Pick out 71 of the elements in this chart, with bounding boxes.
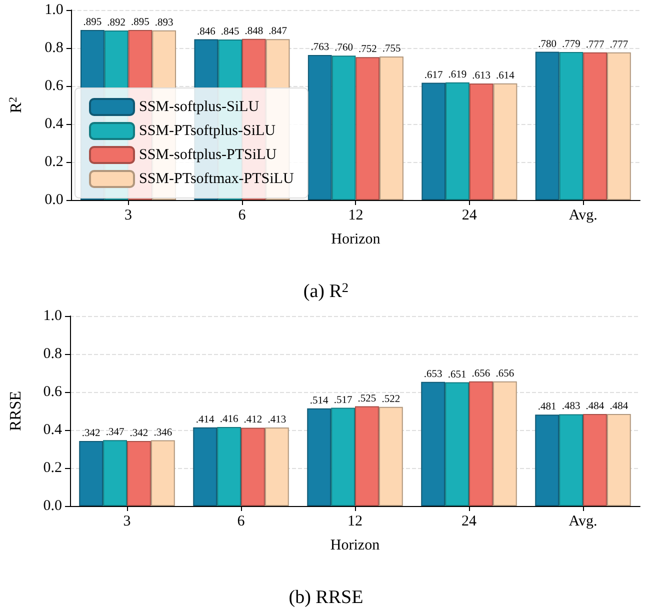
legend-label: SSM-PTsoftplus-SiLU [139,123,276,139]
data-label: .755 [382,44,401,55]
y-tick-label: 0.8 [43,346,62,362]
data-label: .779 [562,38,580,50]
data-label: .656 [496,368,514,380]
x-tick-label: 6 [238,208,246,224]
x-tick-label: 24 [462,514,477,530]
legend-label: SSM-softplus-PTSiLU [139,147,277,163]
y-tick-label: 1.0 [43,308,62,324]
y-tick-label: 0.6 [44,78,64,94]
x-tick-label: 12 [348,514,362,530]
data-label: .892 [107,18,126,29]
x-tick-label: 3 [124,208,132,224]
data-label: .777 [586,39,604,50]
data-label: .653 [424,368,442,380]
data-label: .342 [82,428,100,440]
data-label: .780 [538,38,557,50]
y-tick-label: 0.0 [44,192,64,208]
data-label: .414 [196,414,216,426]
data-label: .412 [244,414,262,426]
y-tick-label: 0.6 [43,384,62,400]
data-label: .893 [154,17,174,28]
data-label: .656 [472,368,490,380]
x-tick-label: 12 [348,208,364,224]
data-label: .619 [448,69,467,80]
data-label: .484 [586,401,605,412]
data-label: .525 [358,393,376,404]
legend-label: SSM-softplus-SiLU [139,99,260,115]
x-tick-label: 3 [123,514,131,530]
text: (b) RRSE [288,587,364,608]
data-label: .763 [310,42,330,54]
data-label: .517 [334,394,352,406]
data-label: .760 [334,42,353,54]
data-label: .413 [268,414,286,426]
x-tick-label: Avg. [568,514,598,530]
y-axis-title: R2 [8,96,26,114]
y-tick-label: 1.0 [44,2,64,18]
data-label: .481 [538,402,556,413]
data-label: .845 [220,26,240,38]
data-label: .514 [310,395,330,406]
legend-label: SSM-PTsoftmax-PTSiLU [139,171,294,187]
data-label: .847 [268,26,287,38]
x-tick-label: 6 [237,514,246,530]
x-axis-title: Horizon [330,538,380,554]
y-tick-label: 0.4 [44,116,64,132]
data-label: .617 [424,70,443,81]
data-label: .846 [196,26,216,38]
data-label: .651 [448,369,466,380]
data-label: .522 [382,394,400,405]
data-label: .848 [244,26,264,37]
data-label: .346 [154,427,172,438]
data-label: .613 [472,70,491,82]
y-tick-label: 0.2 [44,154,64,170]
data-label: .484 [610,401,629,412]
data-label: .895 [83,16,102,28]
x-axis-title: Horizon [331,232,381,248]
x-tick-label: 24 [462,208,478,224]
data-label: .416 [220,414,238,425]
data-label: .483 [562,401,580,412]
data-label: .895 [131,16,150,28]
y-axis-title: RRSE [8,390,24,432]
data-label: .777 [610,39,628,50]
data-label: .342 [130,428,148,440]
y-tick-label: 0.2 [43,460,62,476]
x-tick-label: Avg. [568,208,598,224]
data-label: .347 [106,427,124,438]
y-tick-label: 0.0 [43,498,62,514]
data-label: .752 [358,44,377,56]
y-tick-label: 0.8 [44,40,64,56]
data-label: .614 [496,70,516,82]
y-tick-label: 0.4 [43,422,62,438]
